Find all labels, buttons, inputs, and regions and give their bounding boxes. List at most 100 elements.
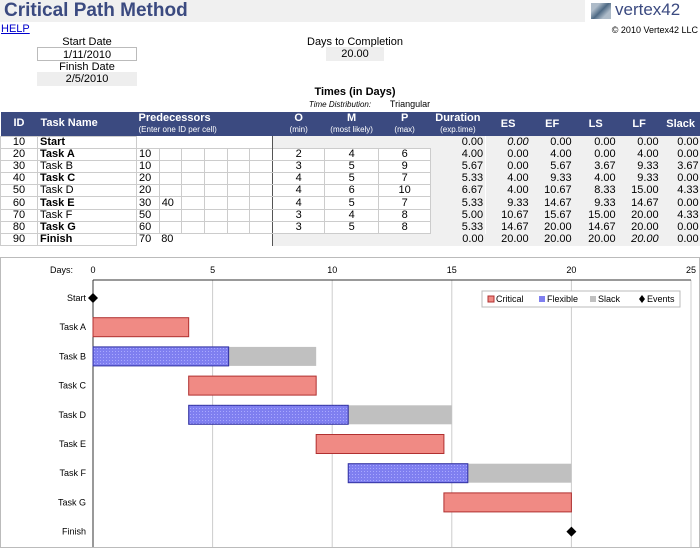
m-cell[interactable] <box>325 234 379 246</box>
predecessor-cell[interactable]: 60 <box>137 221 160 233</box>
p-cell[interactable] <box>379 234 431 246</box>
m-cell[interactable] <box>325 136 379 148</box>
m-cell[interactable]: 4 <box>325 148 379 160</box>
predecessor-cell[interactable] <box>182 197 205 209</box>
predecessor-cell[interactable] <box>182 148 205 160</box>
p-cell[interactable]: 7 <box>379 173 431 185</box>
predecessor-cell[interactable] <box>227 160 250 172</box>
predecessor-cell[interactable] <box>250 160 273 172</box>
predecessor-cell[interactable] <box>182 209 205 221</box>
predecessor-cell[interactable] <box>159 173 182 185</box>
predecessor-cell[interactable] <box>205 173 228 185</box>
predecessor-cell[interactable] <box>250 221 273 233</box>
predecessor-cell[interactable]: 80 <box>159 234 182 246</box>
predecessor-cell[interactable] <box>182 234 205 246</box>
predecessor-cell[interactable] <box>205 209 228 221</box>
m-cell[interactable]: 5 <box>325 197 379 209</box>
o-cell[interactable]: 4 <box>273 197 325 209</box>
predecessor-cell[interactable] <box>250 234 273 246</box>
o-cell[interactable]: 3 <box>273 209 325 221</box>
predecessor-cell[interactable]: 10 <box>137 160 160 172</box>
predecessor-cell[interactable] <box>227 148 250 160</box>
predecessor-cell[interactable] <box>182 185 205 197</box>
task-name-cell[interactable]: Task F <box>38 209 137 221</box>
m-cell[interactable]: 4 <box>325 209 379 221</box>
task-name-cell[interactable]: Task D <box>38 185 137 197</box>
o-cell[interactable] <box>273 136 325 148</box>
id-cell[interactable]: 50 <box>1 185 38 197</box>
predecessor-cell[interactable] <box>182 160 205 172</box>
predecessor-cell[interactable] <box>250 136 273 148</box>
id-cell[interactable]: 30 <box>1 160 38 172</box>
predecessor-cell[interactable] <box>182 173 205 185</box>
p-cell[interactable] <box>379 136 431 148</box>
p-cell[interactable]: 6 <box>379 148 431 160</box>
predecessor-cell[interactable] <box>205 197 228 209</box>
o-cell[interactable]: 3 <box>273 221 325 233</box>
predecessor-cell[interactable] <box>250 173 273 185</box>
p-cell[interactable]: 8 <box>379 209 431 221</box>
id-cell[interactable]: 40 <box>1 173 38 185</box>
o-cell[interactable]: 4 <box>273 185 325 197</box>
o-cell[interactable]: 4 <box>273 173 325 185</box>
predecessor-cell[interactable] <box>182 136 205 148</box>
predecessor-cell[interactable] <box>205 185 228 197</box>
predecessor-cell[interactable]: 10 <box>137 148 160 160</box>
m-cell[interactable]: 5 <box>325 160 379 172</box>
predecessor-cell[interactable]: 30 <box>137 197 160 209</box>
predecessor-cell[interactable]: 40 <box>159 197 182 209</box>
id-cell[interactable]: 10 <box>1 136 38 148</box>
dist-value[interactable]: Triangular <box>380 99 440 109</box>
predecessor-cell[interactable] <box>227 185 250 197</box>
m-cell[interactable]: 5 <box>325 173 379 185</box>
task-name-cell[interactable]: Start <box>38 136 137 148</box>
predecessor-cell[interactable] <box>250 148 273 160</box>
predecessor-cell[interactable] <box>250 209 273 221</box>
predecessor-cell[interactable] <box>205 136 228 148</box>
o-cell[interactable] <box>273 234 325 246</box>
predecessor-cell[interactable]: 50 <box>137 209 160 221</box>
predecessor-cell[interactable] <box>159 185 182 197</box>
predecessor-cell[interactable] <box>250 197 273 209</box>
predecessor-cell[interactable] <box>227 209 250 221</box>
task-name-cell[interactable]: Task C <box>38 173 137 185</box>
m-cell[interactable]: 6 <box>325 185 379 197</box>
predecessor-cell[interactable] <box>159 221 182 233</box>
start-date-input[interactable]: 1/11/2010 <box>37 47 137 61</box>
predecessor-cell[interactable] <box>227 234 250 246</box>
predecessor-cell[interactable] <box>182 221 205 233</box>
task-name-cell[interactable]: Task A <box>38 148 137 160</box>
predecessor-cell[interactable] <box>250 185 273 197</box>
id-cell[interactable]: 90 <box>1 234 38 246</box>
predecessor-cell[interactable] <box>137 136 160 148</box>
p-cell[interactable]: 8 <box>379 221 431 233</box>
predecessor-cell[interactable] <box>205 234 228 246</box>
predecessor-cell[interactable] <box>159 136 182 148</box>
p-cell[interactable]: 7 <box>379 197 431 209</box>
predecessor-cell[interactable] <box>205 221 228 233</box>
help-link[interactable]: HELP <box>1 23 30 35</box>
predecessor-cell[interactable] <box>227 221 250 233</box>
id-cell[interactable]: 80 <box>1 221 38 233</box>
predecessor-cell[interactable] <box>205 148 228 160</box>
predecessor-cell[interactable]: 20 <box>137 185 160 197</box>
task-name-cell[interactable]: Finish <box>38 234 137 246</box>
predecessor-cell[interactable] <box>159 160 182 172</box>
task-name-cell[interactable]: Task E <box>38 197 137 209</box>
predecessor-cell[interactable] <box>159 209 182 221</box>
task-name-cell[interactable]: Task B <box>38 160 137 172</box>
task-name-cell[interactable]: Task G <box>38 221 137 233</box>
id-cell[interactable]: 60 <box>1 197 38 209</box>
id-cell[interactable]: 20 <box>1 148 38 160</box>
predecessor-cell[interactable] <box>205 160 228 172</box>
predecessor-cell[interactable] <box>227 197 250 209</box>
id-cell[interactable]: 70 <box>1 209 38 221</box>
m-cell[interactable]: 5 <box>325 221 379 233</box>
predecessor-cell[interactable]: 20 <box>137 173 160 185</box>
o-cell[interactable]: 3 <box>273 160 325 172</box>
p-cell[interactable]: 10 <box>379 185 431 197</box>
p-cell[interactable]: 9 <box>379 160 431 172</box>
predecessor-cell[interactable] <box>227 136 250 148</box>
predecessor-cell[interactable] <box>227 173 250 185</box>
predecessor-cell[interactable]: 70 <box>137 234 160 246</box>
